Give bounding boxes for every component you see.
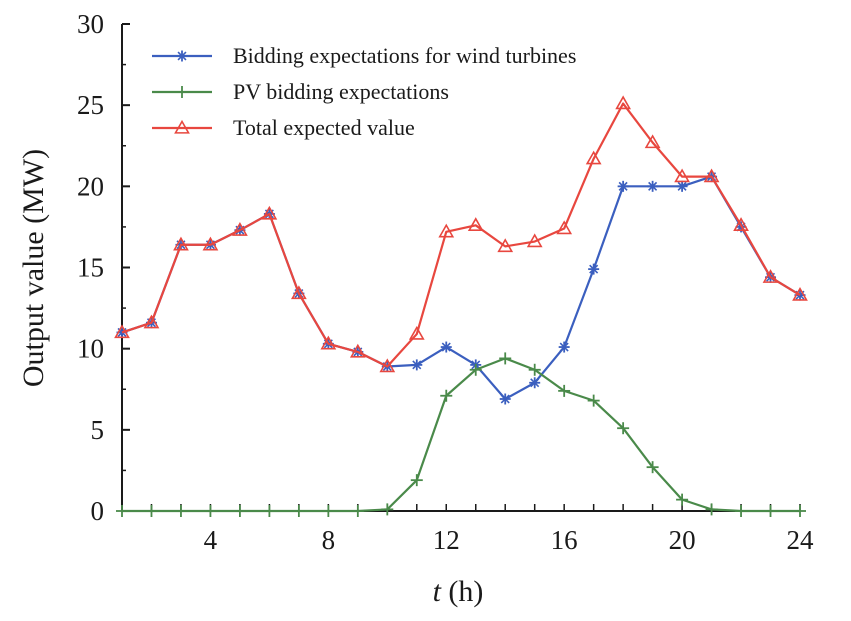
series-layer [114, 95, 808, 517]
data-point [467, 217, 484, 231]
data-point [349, 343, 366, 358]
data-point [615, 95, 632, 110]
data-point [438, 223, 455, 238]
data-point [412, 360, 422, 370]
data-point [143, 314, 160, 329]
legend-item: PV bidding expectations [152, 79, 449, 104]
series-line [121, 102, 801, 368]
data-point [202, 236, 219, 251]
legend-label: Bidding expectations for wind turbines [233, 43, 576, 68]
data-point [703, 168, 720, 183]
y-tick-label: 5 [91, 415, 105, 445]
x-tick-label: 20 [669, 525, 696, 555]
data-point [556, 220, 573, 235]
data-point [559, 342, 569, 352]
data-point [677, 181, 687, 191]
data-point [674, 168, 690, 183]
legend-label: PV bidding expectations [233, 79, 449, 104]
data-point [733, 217, 749, 231]
data-point [589, 264, 599, 274]
y-tick-label: 20 [77, 171, 104, 201]
x-tick-label: 16 [551, 525, 578, 555]
series-1 [116, 352, 806, 517]
y-tick-label: 0 [91, 496, 105, 526]
legend: Bidding expectations for wind turbines PV… [152, 43, 576, 140]
series-2 [114, 95, 808, 373]
axes: 0 5 10 15 20 25 30 4 8 12 16 20 24 [77, 9, 814, 555]
legend-label: Total expected value [233, 115, 415, 140]
data-point [320, 335, 337, 350]
data-point [114, 324, 130, 339]
series-line [121, 175, 801, 401]
legend-item: Bidding expectations for wind turbines [152, 43, 576, 68]
data-point [500, 394, 510, 404]
data-point [290, 285, 307, 300]
data-point [792, 286, 808, 301]
data-point [497, 238, 514, 253]
y-tick-label: 30 [77, 9, 104, 39]
data-point [441, 342, 451, 352]
x-tick-label: 12 [433, 525, 460, 555]
data-point [644, 134, 661, 149]
x-tick-label: 24 [787, 525, 815, 555]
x-tick-label: 4 [204, 525, 218, 555]
data-point [526, 233, 543, 248]
y-axis-label: Output value (MW) [17, 149, 50, 387]
data-point [173, 236, 189, 251]
y-tick-label: 25 [77, 90, 104, 120]
x-tick-label: 8 [322, 525, 336, 555]
x-axis-unit: (h) [441, 575, 483, 608]
y-tick-label: 10 [77, 334, 104, 364]
data-point [530, 378, 540, 388]
legend-marker [174, 119, 190, 134]
data-point [618, 181, 628, 191]
legend-item: Total expected value [152, 115, 415, 140]
x-axis-variable: t [433, 575, 442, 608]
data-point [408, 325, 425, 340]
series-line [122, 357, 800, 513]
legend-marker [177, 51, 187, 61]
data-point [261, 205, 278, 220]
y-tick-label: 15 [77, 253, 104, 283]
data-point [232, 222, 248, 236]
data-point [585, 150, 602, 165]
series-0 [116, 171, 806, 405]
data-point [379, 358, 396, 373]
data-point [648, 181, 658, 191]
data-point [762, 269, 779, 283]
x-axis-label: t (h) [433, 575, 484, 608]
